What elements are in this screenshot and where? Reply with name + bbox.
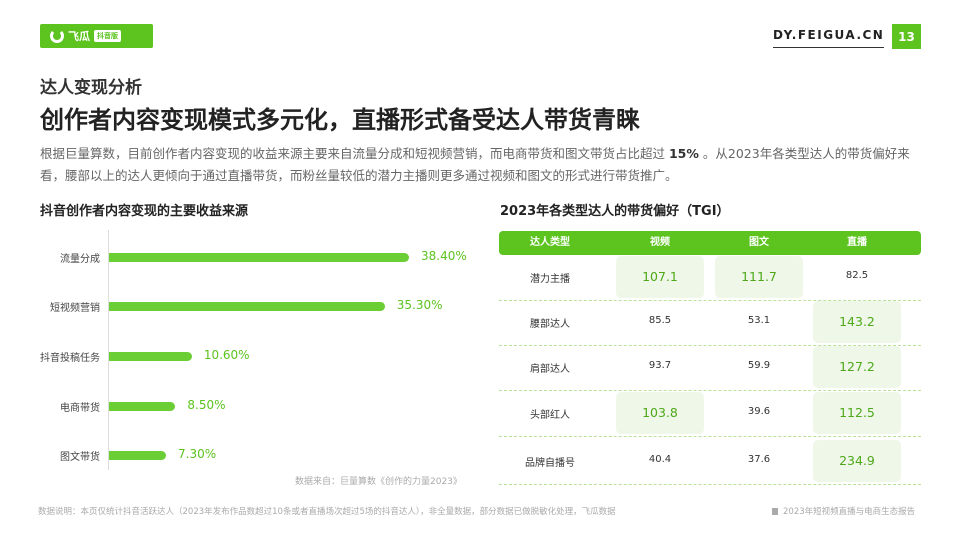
summary-paragraph: 根据巨量算数，目前创作者内容变现的收益来源主要来自流量分成和短视频营销，而电商带… [40,143,920,187]
highlight-cell-bg [813,301,901,343]
table-column-header: 图文 [749,237,769,248]
table-cell: 127.2 [839,359,875,374]
table-cell: 85.5 [648,315,672,326]
bar-label: 短视频营销 [50,303,100,314]
para-text: 。从2023年各类型达人的带货偏好来看，腰部以上的达人更倾向于通过直播带货，而粉… [40,146,910,183]
para-text: 根据巨量算数，目前创作者内容变现的收益来源主要来自流量分成和短视频营销，而电商带… [40,146,669,161]
table-cell: 107.1 [642,269,678,284]
table-column-header: 视频 [650,237,670,248]
table-cell: 40.4 [648,454,672,465]
bar [109,451,167,460]
table-cell: 112.5 [839,405,875,420]
bar [109,352,192,361]
table-cell: 111.7 [741,269,777,284]
bar-label: 图文带货 [60,452,100,463]
logo-text: 飞瓜 [68,30,90,43]
row-divider [499,484,921,485]
bar-value: 38.40% [421,249,467,263]
bar-value: 35.30% [396,298,443,312]
bar-label: 流量分成 [60,254,100,265]
bar-value: 7.30% [178,447,217,461]
bar-chart-title: 抖音创作者内容变现的主要收益来源 [40,204,249,219]
footer-note: 数据说明：本页仅统计抖音活跃达人（2023年发布作品数超过10条或者直播场次超过… [38,507,616,517]
row-divider [499,345,921,346]
table-cell: 103.8 [642,405,678,420]
row-label: 肩部达人 [530,364,570,375]
table-header [499,231,921,255]
bar-label: 抖音投稿任务 [40,353,100,364]
table-cell: 143.2 [839,314,875,329]
row-divider [499,436,921,437]
bar [109,302,385,311]
section-title: 达人变现分析 [40,78,142,98]
highlight-cell-bg [616,392,704,434]
row-label: 潜力主播 [530,274,570,285]
page-title: 创作者内容变现模式多元化，直播形式备受达人带货青睐 [40,106,640,134]
row-divider [499,390,921,391]
row-label: 品牌自播号 [525,458,575,469]
page-number: 13 [892,24,921,49]
para-highlight: 15% [668,146,699,161]
table-column-header: 直播 [847,237,867,248]
highlight-cell-bg [616,256,704,298]
table-title: 2023年各类型达人的带货偏好（TGI） [500,204,730,219]
report-name: 2023年短视频直播与电商生态报告 [772,505,915,517]
logo-icon [50,29,64,43]
site-url[interactable]: DY.FEIGUA.CN [773,28,885,48]
chart-source: 数据来自：巨量算数《创作的力量2023》 [295,477,462,487]
highlight-cell-bg [715,256,803,298]
row-divider [499,300,921,301]
table-cell: 37.6 [747,454,771,465]
row-label: 头部红人 [530,410,570,421]
feigua-logo: 飞瓜 抖音版 [40,24,153,48]
logo-tag: 抖音版 [94,30,121,42]
highlight-cell-bg [813,440,901,482]
table-cell: 93.7 [648,360,672,371]
table-column-header: 达人类型 [530,237,570,248]
bar [109,253,409,262]
bar-value: 8.50% [187,398,226,412]
table-cell: 234.9 [839,453,875,468]
table-cell: 39.6 [747,406,771,417]
table-cell: 82.5 [845,270,869,281]
bar [109,402,176,411]
table-cell: 59.9 [747,360,771,371]
table-cell: 53.1 [747,315,771,326]
row-label: 腰部达人 [530,319,570,330]
highlight-cell-bg [813,392,901,434]
bar-value: 10.60% [203,348,250,362]
bar-label: 电商带货 [60,403,100,414]
chart-axis [108,230,109,470]
highlight-cell-bg [813,346,901,388]
